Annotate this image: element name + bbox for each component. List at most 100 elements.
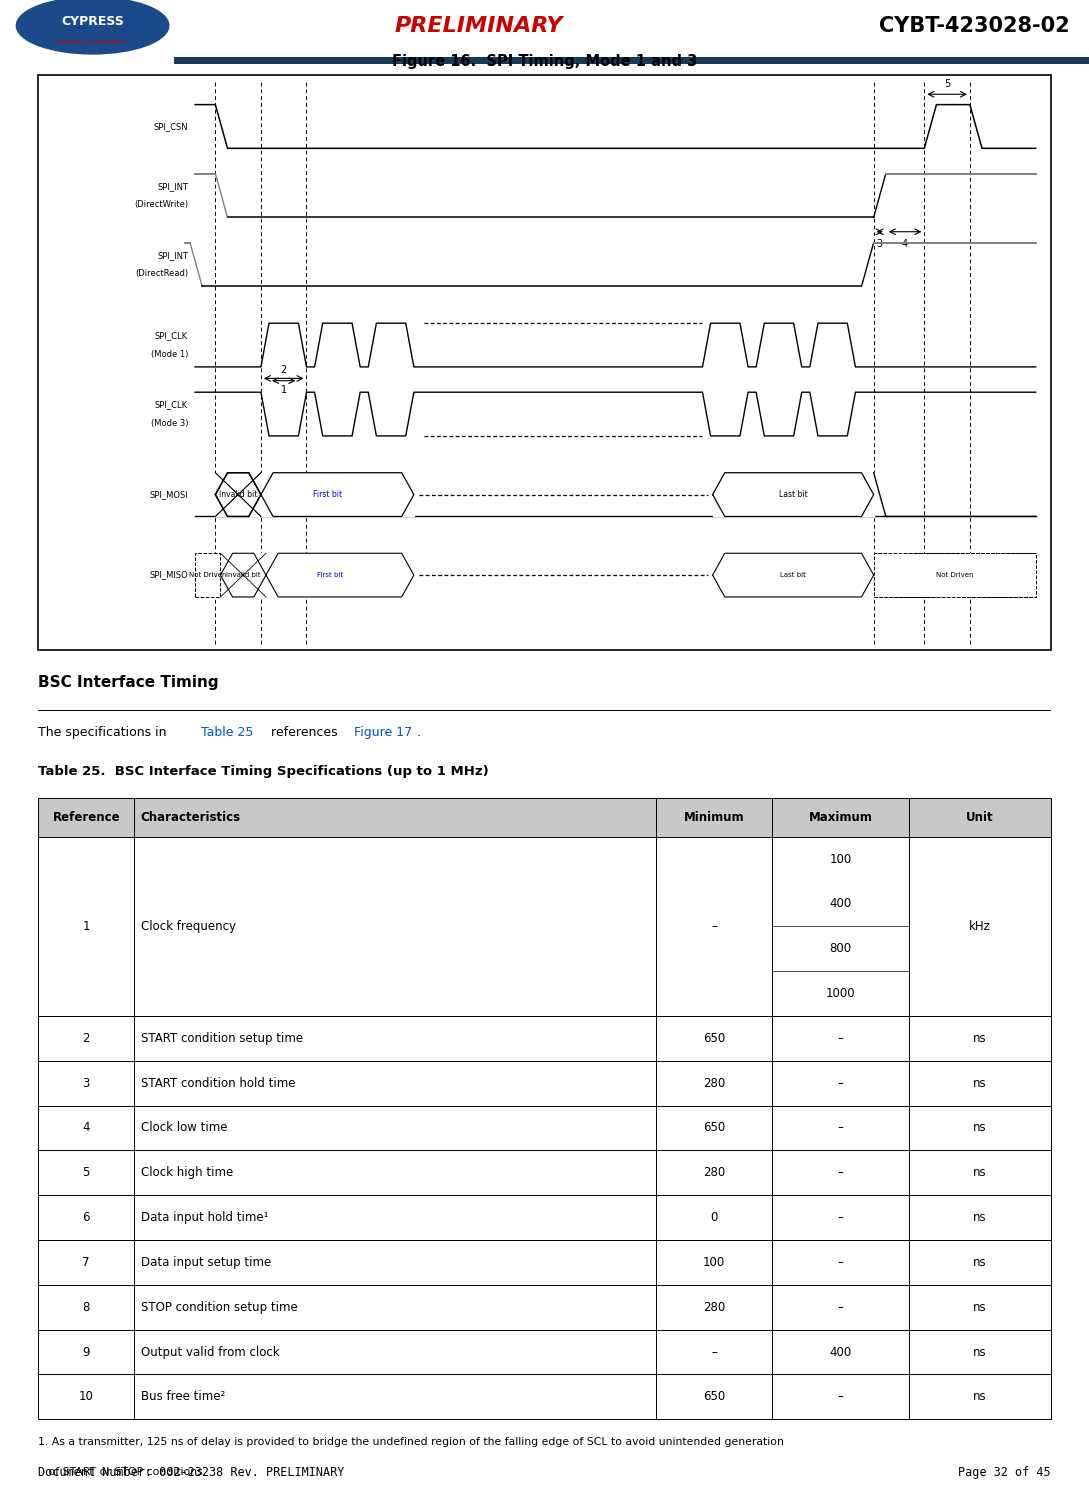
Bar xyxy=(38,1195,1051,1240)
Bar xyxy=(38,798,1051,837)
Text: –: – xyxy=(711,1346,717,1358)
Text: Invalid bit: Invalid bit xyxy=(219,490,257,499)
Text: –: – xyxy=(837,1256,844,1268)
Text: Document Number: 002-23238 Rev. PRELIMINARY: Document Number: 002-23238 Rev. PRELIMIN… xyxy=(38,1466,344,1479)
Bar xyxy=(174,57,1089,64)
Text: Characteristics: Characteristics xyxy=(140,811,241,823)
Text: Data input hold time¹: Data input hold time¹ xyxy=(140,1212,268,1224)
Text: 1. As a transmitter, 125 ns of delay is provided to bridge the undefined region : 1. As a transmitter, 125 ns of delay is … xyxy=(38,1437,784,1448)
Text: 400: 400 xyxy=(830,898,852,910)
Bar xyxy=(38,837,1051,1016)
Text: 4: 4 xyxy=(83,1122,90,1134)
Text: Maximum: Maximum xyxy=(809,811,872,823)
Text: START condition hold time: START condition hold time xyxy=(140,1077,295,1089)
Text: ns: ns xyxy=(974,1346,987,1358)
Text: EMBEDDED IN TOMORROW™: EMBEDDED IN TOMORROW™ xyxy=(57,40,129,45)
Text: 0: 0 xyxy=(710,1212,718,1224)
Text: 2: 2 xyxy=(83,1032,90,1044)
Text: Invalid bit: Invalid bit xyxy=(225,572,260,578)
Text: First bit: First bit xyxy=(317,572,343,578)
Text: BSC Interface Timing: BSC Interface Timing xyxy=(38,675,219,690)
Text: 10: 10 xyxy=(78,1391,94,1403)
Text: ns: ns xyxy=(974,1391,987,1403)
Text: CYPRESS: CYPRESS xyxy=(61,15,124,28)
Text: –: – xyxy=(837,1212,844,1224)
Bar xyxy=(38,1240,1051,1285)
Text: 3: 3 xyxy=(83,1077,90,1089)
Text: 2: 2 xyxy=(281,365,286,375)
Text: 280: 280 xyxy=(703,1301,725,1313)
Bar xyxy=(38,1016,1051,1061)
Bar xyxy=(38,1150,1051,1195)
Text: 8: 8 xyxy=(83,1301,90,1313)
Bar xyxy=(38,1061,1051,1106)
Text: –: – xyxy=(837,1032,844,1044)
Bar xyxy=(195,553,220,598)
Bar xyxy=(38,1374,1051,1419)
Text: Last bit: Last bit xyxy=(780,572,806,578)
Text: START condition setup time: START condition setup time xyxy=(140,1032,303,1044)
Text: Minimum: Minimum xyxy=(684,811,745,823)
Text: SPI_MISO: SPI_MISO xyxy=(149,571,188,580)
Text: (Mode 3): (Mode 3) xyxy=(150,418,188,427)
Text: SPI_INT: SPI_INT xyxy=(157,251,188,260)
Text: Last bit: Last bit xyxy=(779,490,808,499)
Text: CYBT-423028-02: CYBT-423028-02 xyxy=(879,15,1070,36)
Bar xyxy=(38,1330,1051,1374)
Text: 1000: 1000 xyxy=(825,988,856,999)
Text: ns: ns xyxy=(974,1212,987,1224)
Bar xyxy=(873,553,1036,598)
Text: Clock frequency: Clock frequency xyxy=(140,920,236,932)
Text: 1: 1 xyxy=(281,385,286,396)
Text: ns: ns xyxy=(974,1167,987,1179)
Text: ns: ns xyxy=(974,1256,987,1268)
Text: 4: 4 xyxy=(902,239,908,248)
Text: SPI_CSN: SPI_CSN xyxy=(154,123,188,131)
Text: Not Driven: Not Driven xyxy=(189,572,227,578)
Text: Unit: Unit xyxy=(966,811,994,823)
Text: Clock low time: Clock low time xyxy=(140,1122,228,1134)
Text: kHz: kHz xyxy=(969,920,991,932)
Text: Clock high time: Clock high time xyxy=(140,1167,233,1179)
Text: ns: ns xyxy=(974,1032,987,1044)
Text: First bit: First bit xyxy=(313,490,342,499)
Text: Not Driven: Not Driven xyxy=(935,572,974,578)
Text: Output valid from clock: Output valid from clock xyxy=(140,1346,280,1358)
Text: SPI_CLK: SPI_CLK xyxy=(155,400,188,409)
Text: 650: 650 xyxy=(703,1391,725,1403)
Text: PRELIMINARY: PRELIMINARY xyxy=(395,15,563,36)
Text: ns: ns xyxy=(974,1301,987,1313)
Text: ns: ns xyxy=(974,1077,987,1089)
Text: (DirectWrite): (DirectWrite) xyxy=(134,200,188,209)
Text: SPI_MOSI: SPI_MOSI xyxy=(149,490,188,499)
Text: 280: 280 xyxy=(703,1167,725,1179)
Text: ns: ns xyxy=(974,1122,987,1134)
Text: 400: 400 xyxy=(830,1346,852,1358)
Text: 5: 5 xyxy=(83,1167,90,1179)
Text: The specifications in: The specifications in xyxy=(38,726,171,740)
Text: 1: 1 xyxy=(83,920,90,932)
Text: references: references xyxy=(267,726,342,740)
Text: 3: 3 xyxy=(877,239,883,248)
Text: SPI_INT: SPI_INT xyxy=(157,182,188,191)
Text: 6: 6 xyxy=(83,1212,90,1224)
Text: 650: 650 xyxy=(703,1122,725,1134)
Text: –: – xyxy=(837,1122,844,1134)
Text: 280: 280 xyxy=(703,1077,725,1089)
Text: 650: 650 xyxy=(703,1032,725,1044)
Text: 100: 100 xyxy=(830,853,852,865)
Text: SPI_CLK: SPI_CLK xyxy=(155,332,188,341)
Text: 100: 100 xyxy=(703,1256,725,1268)
Text: Figure 17: Figure 17 xyxy=(354,726,412,740)
Text: Page 32 of 45: Page 32 of 45 xyxy=(958,1466,1051,1479)
Text: STOP condition setup time: STOP condition setup time xyxy=(140,1301,297,1313)
Bar xyxy=(38,1285,1051,1330)
Text: (Mode 1): (Mode 1) xyxy=(150,350,188,359)
Text: –: – xyxy=(711,920,717,932)
Ellipse shape xyxy=(16,0,169,54)
Text: 7: 7 xyxy=(83,1256,90,1268)
Text: Table 25: Table 25 xyxy=(201,726,254,740)
Text: Figure 16.  SPI Timing, Mode 1 and 3: Figure 16. SPI Timing, Mode 1 and 3 xyxy=(392,54,697,69)
Text: Table 25.  BSC Interface Timing Specifications (up to 1 MHz): Table 25. BSC Interface Timing Specifica… xyxy=(38,765,489,778)
Text: –: – xyxy=(837,1301,844,1313)
